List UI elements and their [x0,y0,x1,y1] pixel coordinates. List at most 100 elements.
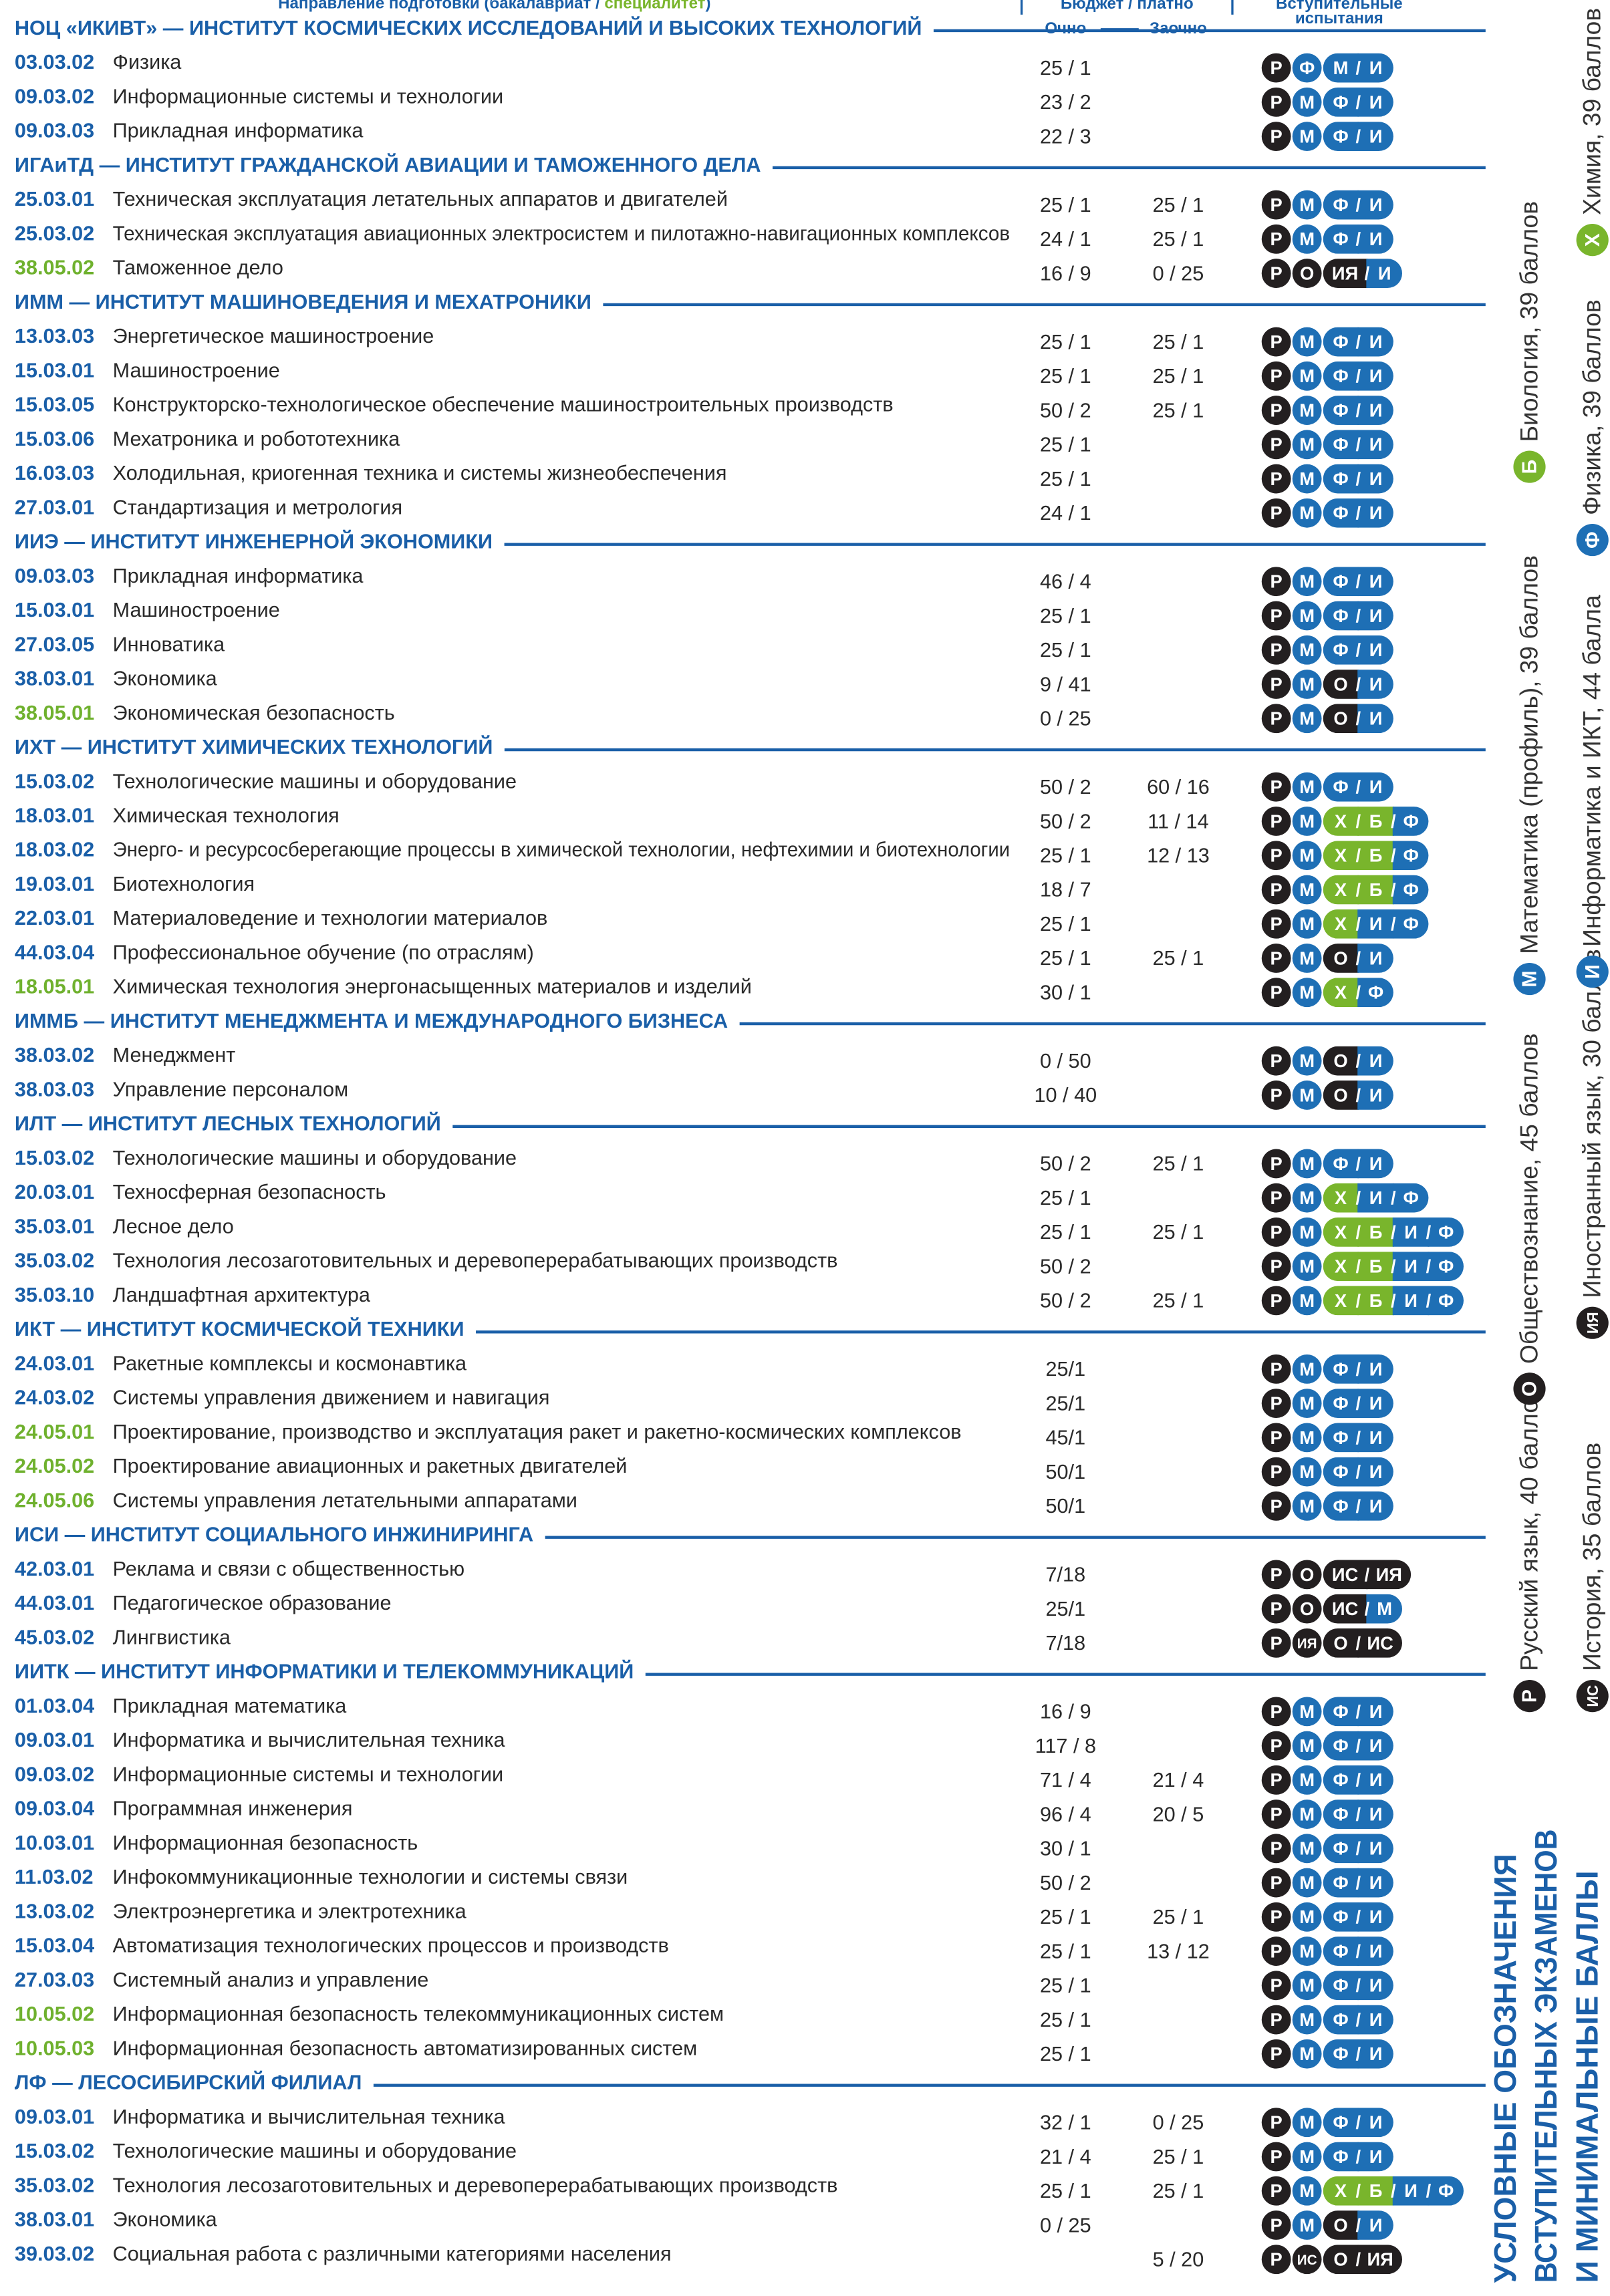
program-code: 13.03.02 [15,1900,94,1922]
budget-full-time: 16 / 9 [1040,1701,1091,1723]
legend-title: УСЛОВНЫЕ ОБОЗНАЧЕНИЯ [1488,1854,1522,2283]
budget-full-time: 25 / 1 [1040,639,1091,662]
exam-choice [1323,2245,1402,2275]
exam-badge [1292,1354,1322,1384]
exam-choice-letter: Х [1335,1256,1347,1277]
exam-badge-letter: М [1299,503,1315,523]
exam-separator: / [1355,1050,1361,1071]
exam-choice-letter: И [1369,2009,1383,2030]
exam-separator: / [1355,811,1361,831]
legend-title-line: УСЛОВНЫЕ ОБОЗНАЧЕНИЯ [1488,1854,1522,2283]
exam-separator: / [1355,126,1361,147]
exam-badge [1261,1046,1291,1076]
exam-choice-letter: И [1369,571,1383,592]
budget-full-time: 25 / 1 [1040,845,1091,867]
budget-full-time: 96 / 4 [1040,1803,1091,1826]
exam-choice-segment [1323,1081,1359,1110]
exam-choice-segment [1323,122,1359,152]
exam-separator: / [1391,845,1396,866]
header-text: ) [705,0,710,13]
exam-badge-letter: Р [1270,1804,1283,1824]
exam-badge-letter: Р [1270,126,1283,147]
exam-choice-segment [1357,1971,1393,2001]
exam-choice-segment [1323,704,1359,734]
exam-badge-letter: М [1299,2214,1315,2235]
exam-badge [1292,190,1322,220]
program-name: Информационная безопасность [113,1832,418,1854]
exam-choice-segment [1323,2245,1359,2275]
exam-badge [1261,1286,1291,1316]
budget-full-time: 7/18 [1045,1632,1085,1655]
exam-badge [1513,962,1546,996]
program-name: Биотехнология [113,873,255,895]
exam-choice-segment [1323,1286,1359,1316]
budget-full-time: 50 / 2 [1040,1153,1091,1175]
exam-badge-letter: Р [1270,948,1283,968]
exam-choice-letter: Ф [1333,2146,1348,2167]
exam-choice-letter: И [1378,263,1391,284]
budget-part-time: 25 / 1 [1153,1153,1204,1175]
exam-badge [1292,1560,1322,1590]
exam-badge-letter: М [1299,366,1315,386]
program-code: 18.05.01 [15,976,94,998]
exam-choice-letter: Ф [1333,571,1348,592]
exam-choice-segment [1357,1081,1393,1110]
exam-choice-letter: ИС [1332,1598,1359,1619]
exam-badge-letter: Р [1270,1427,1283,1448]
exam-separator: / [1355,57,1361,78]
exam-choice [1323,2142,1393,2172]
exam-badge-letter: Р [1270,571,1283,592]
budget-part-time: 25 / 1 [1153,194,1204,217]
budget-full-time: 25 / 1 [1040,1906,1091,1928]
exam-badge-letter: Р [1270,2146,1283,2167]
exam-choice-segment [1357,1183,1394,1213]
budget-part-time: 25 / 1 [1153,1290,1204,1312]
program-code: 44.03.01 [15,1592,94,1614]
legend-text: Физика, 39 баллов [1578,299,1606,515]
program-name: Технологические машины и оборудование [113,770,517,793]
exam-choice [1323,122,1393,152]
exam-badge-letter: М [1299,1495,1315,1516]
exam-separator: / [1355,1975,1361,1996]
exam-choice-letter: И [1369,194,1383,215]
exam-badge [1513,450,1546,483]
program-code: 38.05.02 [15,257,94,279]
exam-badge [1576,1680,1609,1713]
exam-choice [1323,2005,1393,2035]
exam-badge [1292,978,1322,1008]
budget-full-time: 50 / 2 [1040,1872,1091,1894]
exam-choice-segment [1366,259,1402,288]
exam-badge-letter: Р [1270,1050,1283,1071]
exam-badge [1292,1149,1322,1179]
exam-choice [1323,1594,1402,1624]
exam-choice-segment [1323,567,1359,597]
program-code: 38.03.01 [15,668,94,690]
exam-choice-letter: О [1333,2214,1347,2235]
budget-full-time: 50 / 2 [1040,1255,1091,1278]
legend-item: Б Биология, 39 баллов [1513,201,1546,483]
exam-choice-segment [1357,567,1393,597]
exam-choice [1323,224,1393,254]
program-code: 09.03.01 [15,2106,94,2128]
program-code: 09.03.02 [15,85,94,108]
exam-choice [1323,875,1429,905]
exam-choice-segment [1357,327,1393,357]
exam-badge [1292,2039,1322,2069]
program-code: 15.03.05 [15,394,94,416]
exam-badge [1292,361,1322,391]
exam-choice-letter: И [1369,2112,1383,2133]
program-name: Машиностроение [113,359,280,382]
exam-choice-letter: ИС [1332,1564,1359,1585]
exam-badge-letter: Ф [1299,57,1315,78]
program-name: Информационная безопасность телекоммуник… [113,2003,724,2025]
exam-choice [1323,1560,1412,1590]
exam-badge [1261,1902,1291,1932]
exam-choice-letter: Х [1335,913,1347,934]
budget-full-time: 25 / 1 [1040,434,1091,456]
legend-text: Иностранный язык, 30 баллов [1578,949,1606,1298]
exam-choice-segment [1323,1491,1359,1521]
program-code: 19.03.01 [15,873,94,895]
exam-badge-letter: М [1299,1085,1315,1105]
program-code: 01.03.04 [15,1695,94,1717]
exam-separator: / [1355,2146,1361,2167]
